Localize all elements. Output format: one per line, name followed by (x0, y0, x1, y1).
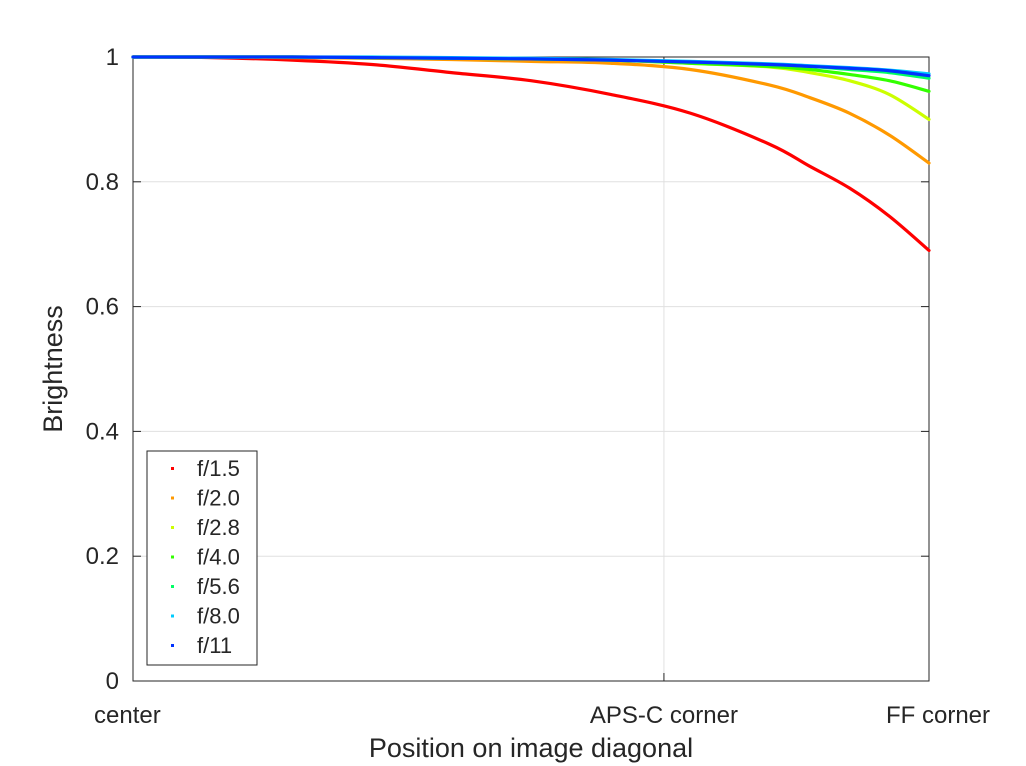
y-tick-labels: 0 0.2 0.4 0.6 0.8 1 (86, 44, 119, 695)
x-tick-label: center (94, 702, 161, 729)
y-axis-title: Brightness (38, 305, 68, 433)
x-tick-labels: center APS-C corner FF corner (94, 702, 990, 729)
x-tick-label: APS-C corner (590, 702, 738, 729)
legend-marker-f-2-8 (171, 526, 174, 529)
legend-marker-f-2-0 (171, 496, 174, 500)
x-axis-title: Position on image diagonal (369, 733, 693, 763)
grid-lines (133, 57, 929, 681)
legend-label-f-5-6: f/5.6 (197, 574, 240, 599)
legend-items: f/1.5 f/2.0 f/2.8 f/4.0 f/5.6 f/8.0 f/11 (171, 456, 240, 658)
legend: f/1.5 f/2.0 f/2.8 f/4.0 f/5.6 f/8.0 f/11 (146, 450, 258, 666)
axis-ticks (132, 56, 930, 682)
y-tick-label: 1 (106, 44, 119, 71)
legend-marker-f-8-0 (171, 614, 174, 618)
legend-label-f-2-8: f/2.8 (197, 515, 240, 540)
series-line-f-1-5 (131, 55, 931, 253)
legend-marker-f-4-0 (171, 555, 174, 559)
y-tick-label: 0 (106, 668, 119, 695)
x-tick-label: FF corner (886, 702, 990, 729)
series-layer (131, 55, 931, 253)
legend-marker-f-1-5 (171, 467, 174, 470)
legend-label-f-4-0: f/4.0 (197, 545, 240, 570)
y-tick-label: 0.4 (86, 418, 119, 445)
series-line-f-11 (131, 55, 931, 78)
legend-box (146, 450, 258, 666)
y-tick-label: 0.6 (86, 294, 119, 321)
legend-marker-f-5-6 (171, 585, 174, 588)
legend-label-f-2-0: f/2.0 (197, 486, 240, 511)
legend-label-f-8-0: f/8.0 (197, 604, 240, 629)
legend-label-f-1-5: f/1.5 (197, 456, 240, 481)
legend-marker-f-11 (171, 644, 174, 647)
legend-label-f-11: f/11 (197, 633, 232, 658)
y-tick-label: 0.2 (86, 543, 119, 570)
y-tick-label: 0.8 (86, 169, 119, 196)
